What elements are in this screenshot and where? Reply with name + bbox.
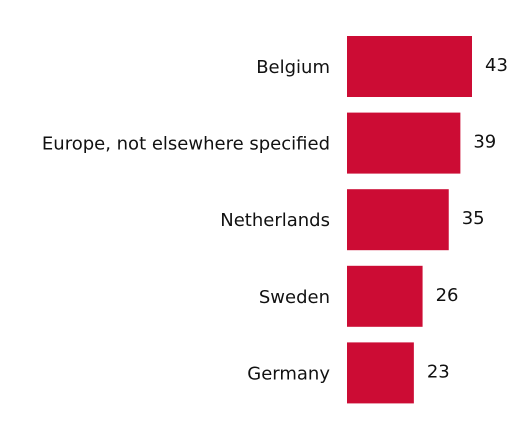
bar xyxy=(347,189,449,251)
category-label: Netherlands xyxy=(220,210,330,231)
bar xyxy=(347,265,423,327)
bar xyxy=(347,36,472,97)
category-label: Europe, not elsewhere specified xyxy=(42,134,330,155)
value-label: 35 xyxy=(462,208,485,229)
value-label: 23 xyxy=(427,361,450,382)
category-label: Belgium xyxy=(256,57,330,78)
value-label: 43 xyxy=(485,55,508,76)
bar xyxy=(347,112,461,174)
category-label: Sweden xyxy=(259,287,330,308)
bar xyxy=(347,342,414,404)
category-label: Germany xyxy=(247,363,330,384)
value-label: 39 xyxy=(473,132,496,153)
value-label: 26 xyxy=(436,285,459,306)
